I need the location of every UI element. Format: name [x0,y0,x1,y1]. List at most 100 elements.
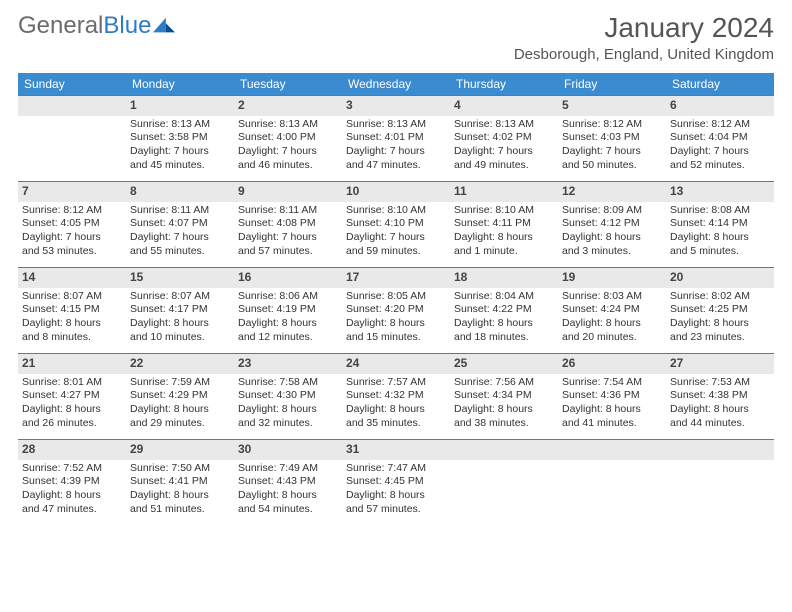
calendar-cell: 16Sunrise: 8:06 AMSunset: 4:19 PMDayligh… [234,267,342,353]
month-title: January 2024 [514,12,774,44]
day-number: 17 [342,268,450,288]
sunset-text: Sunset: 4:20 PM [346,303,446,317]
day-number: 30 [234,440,342,460]
calendar-cell: 17Sunrise: 8:05 AMSunset: 4:20 PMDayligh… [342,267,450,353]
sunrise-text: Sunrise: 8:07 AM [22,290,122,304]
day-number: 8 [126,182,234,202]
calendar-cell: 22Sunrise: 7:59 AMSunset: 4:29 PMDayligh… [126,353,234,439]
sunset-text: Sunset: 3:58 PM [130,131,230,145]
calendar-cell: 23Sunrise: 7:58 AMSunset: 4:30 PMDayligh… [234,353,342,439]
daylight-text-2: and 3 minutes. [562,245,662,259]
daylight-text-2: and 23 minutes. [670,331,770,345]
calendar-cell: 24 Sunrise: 7:57 AMSunset: 4:32 PMDayligh… [342,353,450,439]
weekday-header: Wednesday [342,73,450,95]
calendar-cell: 26Sunrise: 7:54 AMSunset: 4:36 PMDayligh… [558,353,666,439]
sunrise-text: Sunrise: 8:13 AM [454,118,554,132]
brand-name: GeneralBlue [18,12,151,40]
calendar-cell: 3Sunrise: 8:13 AMSunset: 4:01 PMDaylight… [342,95,450,181]
sunrise-text: Sunrise: 8:12 AM [670,118,770,132]
sunrise-text: Sunrise: 8:12 AM [22,204,122,218]
calendar-cell: 15Sunrise: 8:07 AMSunset: 4:17 PMDayligh… [126,267,234,353]
daylight-text-1: Daylight: 8 hours [670,317,770,331]
calendar-cell: 8 Sunrise: 8:11 AMSunset: 4:07 PMDaylight… [126,181,234,267]
sunset-text: Sunset: 4:45 PM [346,475,446,489]
sunrise-text: Sunrise: 8:13 AM [130,118,230,132]
day-number: 22 [126,354,234,374]
daylight-text-2: and 18 minutes. [454,331,554,345]
weekday-header: Thursday [450,73,558,95]
day-number: 4 [450,96,558,116]
sunset-text: Sunset: 4:14 PM [670,217,770,231]
daylight-text-1: Daylight: 8 hours [346,489,446,503]
daylight-text-2: and 8 minutes. [22,331,122,345]
sunrise-text: Sunrise: 7:56 AM [454,376,554,390]
sunrise-text: Sunrise: 8:13 AM [238,118,338,132]
sunrise-text: Sunrise: 8:11 AM [130,204,230,218]
sunset-text: Sunset: 4:08 PM [238,217,338,231]
day-number: 20 [666,268,774,288]
daylight-text-2: and 57 minutes. [346,503,446,517]
sunset-text: Sunset: 4:07 PM [130,217,230,231]
daylight-text-1: Daylight: 8 hours [562,231,662,245]
day-number: 6 [666,96,774,116]
sunset-text: Sunset: 4:10 PM [346,217,446,231]
sunset-text: Sunset: 4:12 PM [562,217,662,231]
sunrise-text: Sunrise: 7:57 AM [346,376,446,390]
calendar-cell-blank [558,439,666,525]
sunrise-text: Sunrise: 7:49 AM [238,462,338,476]
sunrise-text: Sunrise: 7:50 AM [130,462,230,476]
sunset-text: Sunset: 4:32 PM [346,389,446,403]
sunset-text: Sunset: 4:22 PM [454,303,554,317]
sunrise-text: Sunrise: 8:13 AM [346,118,446,132]
daylight-text-1: Daylight: 8 hours [238,403,338,417]
day-number: 10 [342,182,450,202]
sunrise-text: Sunrise: 7:54 AM [562,376,662,390]
day-number: 18 [450,268,558,288]
calendar-cell: 11Sunrise: 8:10 AMSunset: 4:11 PMDayligh… [450,181,558,267]
sunrise-text: Sunrise: 7:52 AM [22,462,122,476]
sunset-text: Sunset: 4:29 PM [130,389,230,403]
daylight-text-2: and 29 minutes. [130,417,230,431]
daylight-text-2: and 41 minutes. [562,417,662,431]
daylight-text-1: Daylight: 8 hours [22,489,122,503]
sunrise-text: Sunrise: 8:01 AM [22,376,122,390]
day-number: 28 [18,440,126,460]
daylight-text-1: Daylight: 8 hours [22,317,122,331]
calendar-cell: 6Sunrise: 8:12 AMSunset: 4:04 PMDaylight… [666,95,774,181]
daylight-text-1: Daylight: 8 hours [454,317,554,331]
weekday-header: Saturday [666,73,774,95]
calendar-cell: 28 Sunrise: 7:52 AMSunset: 4:39 PMDayligh… [18,439,126,525]
daylight-text-1: Daylight: 8 hours [670,231,770,245]
daylight-text-1: Daylight: 7 hours [130,231,230,245]
sunrise-text: Sunrise: 7:58 AM [238,376,338,390]
day-number: 11 [450,182,558,202]
daylight-text-2: and 1 minute. [454,245,554,259]
brand-part2: Blue [103,12,151,39]
daylight-text-1: Daylight: 7 hours [346,231,446,245]
calendar-cell: 21Sunrise: 8:01 AMSunset: 4:27 PMDayligh… [18,353,126,439]
calendar-cell: 19Sunrise: 8:03 AMSunset: 4:24 PMDayligh… [558,267,666,353]
daylight-text-1: Daylight: 8 hours [454,231,554,245]
sunset-text: Sunset: 4:39 PM [22,475,122,489]
calendar-cell: 25Sunrise: 7:56 AMSunset: 4:34 PMDayligh… [450,353,558,439]
sunset-text: Sunset: 4:00 PM [238,131,338,145]
day-number: 24 [342,354,450,374]
daylight-text-1: Daylight: 7 hours [130,145,230,159]
daylight-text-1: Daylight: 8 hours [238,489,338,503]
calendar-cell: 18Sunrise: 8:04 AMSunset: 4:22 PMDayligh… [450,267,558,353]
daylight-text-2: and 47 minutes. [22,503,122,517]
calendar-cell: 4Sunrise: 8:13 AMSunset: 4:02 PMDaylight… [450,95,558,181]
calendar-cell: 14Sunrise: 8:07 AMSunset: 4:15 PMDayligh… [18,267,126,353]
sunset-text: Sunset: 4:02 PM [454,131,554,145]
day-number: 15 [126,268,234,288]
sunset-text: Sunset: 4:25 PM [670,303,770,317]
calendar-cell: 29Sunrise: 7:50 AMSunset: 4:41 PMDayligh… [126,439,234,525]
sunrise-text: Sunrise: 8:12 AM [562,118,662,132]
calendar-cell: 10Sunrise: 8:10 AMSunset: 4:10 PMDayligh… [342,181,450,267]
weekday-header: Sunday [18,73,126,95]
sunset-text: Sunset: 4:15 PM [22,303,122,317]
daylight-text-2: and 57 minutes. [238,245,338,259]
daylight-text-1: Daylight: 8 hours [346,403,446,417]
daylight-text-1: Daylight: 7 hours [238,145,338,159]
calendar-cell: 20Sunrise: 8:02 AMSunset: 4:25 PMDayligh… [666,267,774,353]
